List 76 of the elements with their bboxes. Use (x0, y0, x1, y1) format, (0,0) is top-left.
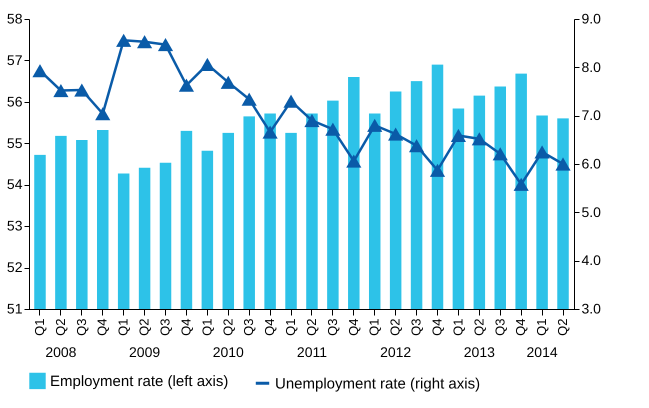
x-tick-label: Q3 (408, 318, 424, 336)
x-tick-label: Q4 (262, 318, 278, 336)
x-tick-label: Q2 (220, 318, 236, 336)
x-tick-label: Q1 (534, 318, 550, 336)
point (178, 78, 194, 92)
x-tick-label: Q3 (158, 318, 173, 336)
x-tick-label: Q2 (388, 318, 403, 336)
point (555, 157, 571, 171)
x-tick-label: Q1 (116, 318, 131, 336)
text: 2010 (212, 344, 244, 360)
x-tick-label: Q4 (346, 318, 361, 336)
y-tick-label: 52 (6, 259, 23, 276)
text: 2011 (296, 344, 328, 360)
point (32, 64, 48, 78)
point (283, 94, 299, 108)
y-tick-label: 51 (6, 300, 23, 316)
y2-tick-label: 3.0 (582, 300, 602, 316)
text: 2013 (464, 344, 496, 360)
text: 2009 (129, 344, 160, 360)
text: 2008 (45, 344, 77, 360)
x-tick-label: Q4 (513, 318, 528, 336)
legend-label: Unemployment rate (right axis) (275, 375, 480, 392)
x-tick-label: Q1 (450, 318, 466, 336)
x-tick-label: Q2 (471, 318, 486, 336)
y2-tick-label: 9.0 (582, 10, 602, 26)
text: 2014 (526, 344, 558, 360)
x-tick-label: Q3 (492, 318, 508, 336)
x-tick-label: Q3 (74, 318, 89, 336)
point (53, 84, 68, 98)
y-tick-label: 55 (6, 134, 23, 151)
text: 2012 (380, 344, 412, 360)
y-tick-label: 57 (6, 52, 23, 68)
point (408, 139, 424, 152)
x-tick-label: Q4 (178, 318, 194, 336)
y-tick-label: 54 (6, 176, 23, 192)
x-tick-label: Q2 (304, 318, 319, 336)
point (242, 92, 257, 106)
y-tick-label: 56 (6, 93, 23, 110)
x-tick-label: Q2 (52, 318, 68, 336)
point (514, 178, 529, 191)
x-tick-label: Q1 (366, 318, 382, 336)
x-tick-label: Q2 (555, 318, 570, 336)
point (220, 76, 236, 89)
point (137, 35, 152, 48)
y-tick-label: 53 (6, 218, 23, 234)
y2-tick-label: 6.0 (582, 156, 602, 172)
point (200, 58, 215, 71)
point (158, 38, 174, 52)
point (367, 118, 382, 132)
point (95, 107, 110, 120)
point (325, 122, 340, 136)
y2-tick-label: 8.0 (582, 58, 602, 75)
point (388, 127, 404, 141)
point (262, 126, 278, 139)
point (492, 147, 508, 160)
point (450, 128, 466, 142)
point (74, 83, 90, 97)
point (346, 154, 362, 168)
x-tick-label: Q2 (136, 318, 152, 336)
legend-label: Employment rate (left axis) (50, 372, 228, 390)
x-tick-label: Q1 (32, 318, 47, 336)
point (304, 114, 320, 128)
point (534, 145, 550, 158)
y2-tick-label: 7.0 (582, 107, 602, 124)
y-tick-label: 58 (6, 10, 23, 26)
x-tick-label: Q3 (324, 318, 340, 336)
y2-tick-label: 5.0 (582, 204, 602, 220)
x-tick-label: Q1 (199, 318, 214, 336)
point (430, 164, 446, 177)
point (472, 132, 487, 146)
point (116, 34, 132, 47)
x-tick-label: Q4 (94, 318, 110, 336)
y2-tick-label: 4.0 (582, 252, 602, 268)
x-tick-label: Q1 (283, 318, 298, 336)
x-tick-label: Q3 (241, 318, 256, 336)
x-tick-label: Q4 (429, 318, 444, 336)
